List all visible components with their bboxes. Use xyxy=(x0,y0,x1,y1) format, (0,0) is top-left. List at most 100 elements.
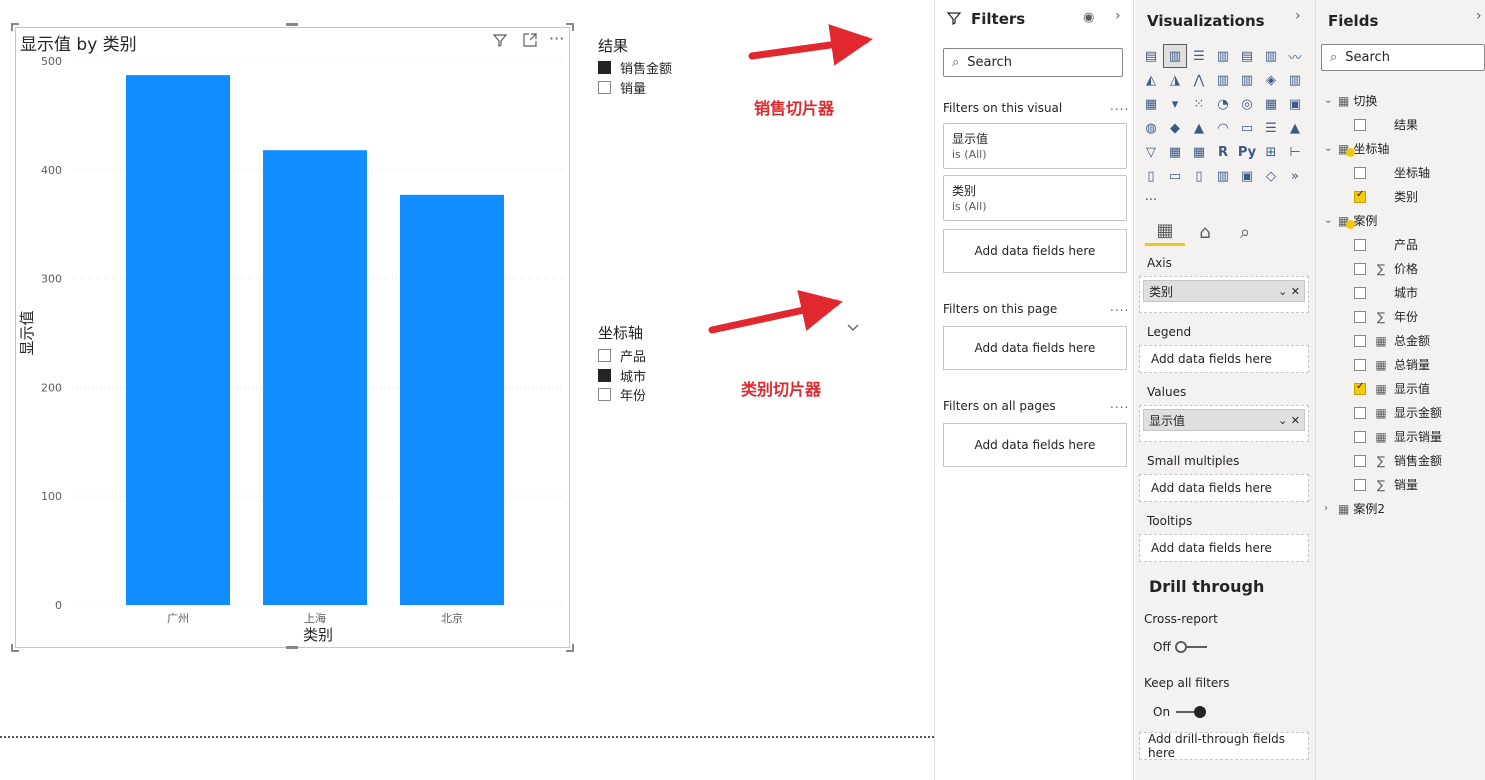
filled-map-icon[interactable]: ▦ xyxy=(1264,96,1278,112)
globe-map-icon[interactable]: ◍ xyxy=(1145,120,1157,136)
kpi-icon[interactable]: ▲ xyxy=(1290,120,1300,136)
bar[interactable] xyxy=(400,194,504,605)
field-item[interactable]: ∑ 销售金额 xyxy=(1354,452,1442,469)
slicer-item[interactable]: 城市 xyxy=(598,366,646,385)
field-item[interactable]: ∑ 年份 xyxy=(1354,308,1418,325)
chevron-right-icon[interactable]: › xyxy=(1115,8,1121,24)
field-item[interactable]: ▦ 显示销量 xyxy=(1354,428,1442,445)
field-checkbox[interactable] xyxy=(1354,406,1366,419)
filter-card[interactable]: 类别 is (All) xyxy=(943,175,1127,221)
field-checkbox[interactable] xyxy=(1354,381,1366,395)
field-checkbox[interactable] xyxy=(1354,334,1366,347)
bar[interactable] xyxy=(126,75,230,606)
power-automate-icon[interactable]: ◇ xyxy=(1266,168,1276,184)
funnel-icon[interactable]: ▥ xyxy=(1288,72,1302,88)
more-visuals-icon[interactable]: » xyxy=(1291,168,1299,184)
field-checkbox[interactable] xyxy=(1354,118,1366,131)
filters-search-input[interactable]: ⌕ Search xyxy=(943,48,1123,77)
fields-tab-icon[interactable]: ▦ xyxy=(1145,218,1185,246)
qa-icon[interactable]: ▯ xyxy=(1147,168,1155,184)
field-checkbox[interactable] xyxy=(1354,454,1366,467)
chevron-down-icon[interactable] xyxy=(846,322,860,336)
key-influencers-icon[interactable]: ⊞ xyxy=(1265,144,1277,160)
resize-handle[interactable] xyxy=(11,644,19,652)
scatter-chart-icon[interactable]: ▦ xyxy=(1144,96,1158,112)
shape-map-icon[interactable]: ▣ xyxy=(1288,96,1302,112)
slicer-checkbox[interactable] xyxy=(598,369,611,382)
area-chart-icon[interactable]: ◭ xyxy=(1146,72,1156,88)
chevron-right-icon[interactable]: › xyxy=(1324,503,1328,514)
paginated-report-icon[interactable]: ▯ xyxy=(1195,168,1203,184)
waterfall-chart-icon[interactable]: ◈ xyxy=(1266,72,1276,88)
bar-chart-visual[interactable]: 显示值 by 类别 ··· 0 100 200 300 400 500 广州 上海 北京 显示… xyxy=(15,27,570,648)
metrics-icon[interactable]: ▥ xyxy=(1216,168,1230,184)
chevron-down-icon[interactable]: ⌄ xyxy=(1324,143,1333,154)
slicer-checkbox[interactable] xyxy=(598,61,611,74)
add-visual-filter-dropzone[interactable]: Add data fields here xyxy=(943,229,1127,273)
more-options-icon[interactable]: .... xyxy=(1110,99,1130,113)
r-visual-icon[interactable]: R xyxy=(1217,144,1228,160)
table-node[interactable]: › ▦ 案例2 xyxy=(1324,501,1385,517)
card-icon[interactable]: ▭ xyxy=(1240,120,1254,136)
add-page-filter-dropzone[interactable]: Add data fields here xyxy=(943,326,1127,370)
resize-handle[interactable] xyxy=(566,644,574,652)
analytics-magnifier-icon[interactable]: ⌕ xyxy=(1239,221,1251,243)
decomposition-tree-icon[interactable]: ⊢ xyxy=(1289,144,1301,160)
cross-report-toggle[interactable]: Off xyxy=(1153,640,1207,654)
python-visual-icon[interactable]: Py xyxy=(1237,144,1257,160)
power-apps-icon[interactable]: ▣ xyxy=(1240,168,1254,184)
multi-row-card-icon[interactable]: ☰ xyxy=(1265,120,1277,136)
ribbon-chart-icon[interactable]: ▥ xyxy=(1240,72,1254,88)
more-options-icon[interactable]: ··· xyxy=(1144,192,1158,208)
focus-mode-icon[interactable] xyxy=(522,32,538,52)
field-item[interactable]: ▦ 显示金额 xyxy=(1354,404,1442,421)
filter-icon[interactable] xyxy=(492,32,508,52)
matrix-icon[interactable]: ▦ xyxy=(1192,144,1206,160)
field-item[interactable]: ∑ 价格 xyxy=(1354,260,1418,277)
azure-map-icon[interactable]: ▲ xyxy=(1194,120,1204,136)
slicer-item[interactable]: 销量 xyxy=(598,78,646,97)
resize-handle[interactable] xyxy=(286,646,298,649)
resize-handle[interactable] xyxy=(11,23,19,31)
resize-handle[interactable] xyxy=(286,23,298,26)
field-checkbox[interactable] xyxy=(1354,430,1366,443)
chevron-down-close-icon[interactable]: ⌄ ✕ xyxy=(1278,284,1300,298)
resize-handle[interactable] xyxy=(566,23,574,31)
field-checkbox[interactable] xyxy=(1354,478,1366,491)
slicer-item[interactable]: 年份 xyxy=(598,385,646,404)
map-icon[interactable]: ◎ xyxy=(1241,96,1253,112)
slicer-item[interactable]: 销售金额 xyxy=(598,58,672,77)
field-checkbox[interactable] xyxy=(1354,238,1366,251)
filter-card[interactable]: 显示值 is (All) xyxy=(943,123,1127,169)
line-chart-icon[interactable]: 〰 xyxy=(1288,50,1302,66)
field-checkbox[interactable] xyxy=(1354,358,1366,371)
field-item[interactable]: ▦显示值 xyxy=(1354,380,1430,397)
legend-dropzone[interactable]: Add data fields here xyxy=(1139,345,1309,373)
donut-chart-icon[interactable]: ⁙ xyxy=(1193,96,1205,112)
line-stacked-column-chart-icon[interactable]: ▥ xyxy=(1216,72,1230,88)
100-stacked-column-chart-icon[interactable]: ▥ xyxy=(1264,48,1278,64)
field-checkbox[interactable] xyxy=(1354,166,1366,179)
clustered-bar-chart-icon[interactable]: ☰ xyxy=(1193,48,1205,64)
values-well[interactable]: 显示值 ⌄ ✕ xyxy=(1139,405,1309,442)
stacked-bar-chart-icon[interactable]: ▤ xyxy=(1144,48,1158,64)
100-stacked-bar-chart-icon[interactable]: ▤ xyxy=(1240,48,1254,64)
axis-well[interactable]: 类别 ⌄ ✕ xyxy=(1139,276,1309,313)
drill-through-dropzone[interactable]: Add drill-through fields here xyxy=(1139,732,1309,760)
field-item[interactable]: 类别 xyxy=(1354,188,1418,205)
stacked-area-chart-icon[interactable]: ◮ xyxy=(1170,72,1180,88)
more-options-icon[interactable]: ··· xyxy=(549,29,565,48)
table-node[interactable]: ⌄ ▦ 案例 xyxy=(1324,213,1378,229)
chevron-down-icon[interactable]: ⌄ xyxy=(1324,95,1333,106)
field-item[interactable]: 产品 xyxy=(1354,236,1418,253)
field-item[interactable]: 城市 xyxy=(1354,284,1418,301)
more-options-icon[interactable]: .... xyxy=(1110,397,1130,411)
filled-map-icon[interactable]: ◆ xyxy=(1170,120,1180,136)
axis-field-pill[interactable]: 类别 ⌄ ✕ xyxy=(1143,280,1305,302)
field-item[interactable]: ▦ 总销量 xyxy=(1354,356,1430,373)
slicer-item[interactable]: 产品 xyxy=(598,346,646,365)
clustered-column-chart-icon[interactable]: ▥ xyxy=(1216,48,1230,64)
format-paint-roller-icon[interactable]: ⌂ xyxy=(1199,221,1211,243)
chevron-right-icon[interactable]: › xyxy=(1295,8,1301,24)
field-item[interactable]: ▦ 总金额 xyxy=(1354,332,1430,349)
